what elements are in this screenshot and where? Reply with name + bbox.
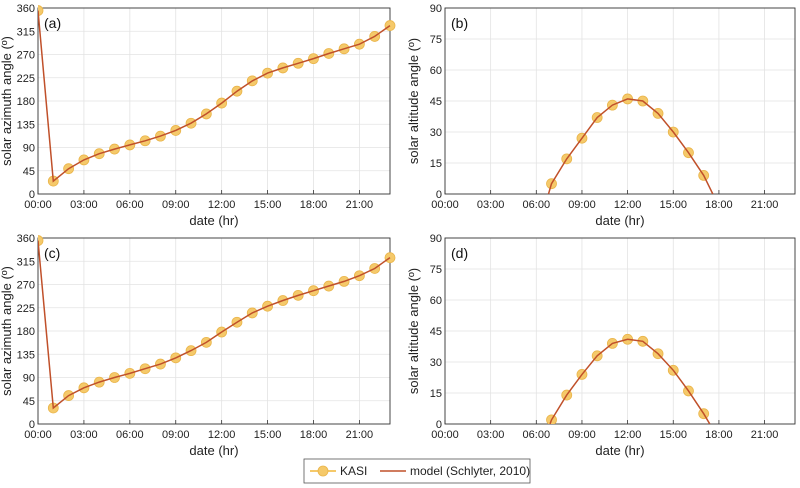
y-tick-label: 270: [17, 280, 35, 292]
chart-panel-3: 0 45 90 135 180 225 270 315 360 00:00 03:00 06:00 09…: [0, 233, 396, 458]
y-tick-label: 45: [23, 166, 35, 178]
panel-label: (d): [451, 245, 468, 261]
x-tick-label: 21:00: [751, 199, 779, 211]
y-tick-label: 0: [29, 189, 35, 201]
y-tick-label: 90: [23, 143, 35, 155]
chart-panel-2: 0 15 30 45 60 75 90 00:00 03:00 06:00 09:00 12:00 15…: [406, 3, 796, 228]
legend-model-label: model (Schlyter, 2010): [410, 464, 530, 478]
x-axis-label: date (hr): [189, 443, 238, 458]
legend: KASI model (Schlyter, 2010): [303, 458, 531, 484]
kasi-point: [384, 20, 396, 31]
y-tick-label: 225: [17, 303, 35, 315]
y-tick-label: 135: [17, 349, 35, 361]
y-tick-label: 0: [29, 419, 35, 431]
y-tick-label: 75: [430, 264, 442, 276]
legend-kasi-label: KASI: [340, 464, 367, 478]
x-tick-label: 21:00: [346, 199, 374, 211]
panel-label: (b): [451, 15, 468, 31]
x-tick-label: 15:00: [254, 429, 282, 441]
legend-box: [303, 458, 531, 484]
y-axis-label: solar altitude angle (º): [406, 38, 421, 164]
x-axis-label: date (hr): [595, 443, 644, 458]
y-tick-label: 15: [430, 388, 442, 400]
x-tick-label: 03:00: [477, 199, 505, 211]
x-tick-label: 18:00: [300, 199, 328, 211]
model-line: [38, 10, 391, 183]
x-tick-label: 03:00: [70, 429, 98, 441]
x-tick-label: 06:00: [523, 199, 551, 211]
model-line: [547, 98, 714, 194]
y-tick-label: 360: [17, 233, 35, 245]
y-tick-label: 90: [23, 373, 35, 385]
x-tick-label: 06:00: [116, 429, 144, 441]
y-tick-label: 45: [430, 96, 442, 108]
y-tick-label: 0: [436, 419, 442, 431]
x-axis-label: date (hr): [595, 213, 644, 228]
axes-frame: [444, 237, 796, 425]
y-tick-label: 45: [430, 326, 442, 338]
y-tick-label: 90: [430, 3, 442, 15]
x-tick-label: 09:00: [568, 199, 596, 211]
x-tick-label: 00:00: [24, 429, 52, 441]
x-tick-label: 21:00: [751, 429, 779, 441]
y-tick-label: 60: [430, 295, 442, 307]
y-tick-label: 180: [17, 96, 35, 108]
axes-frame: [444, 7, 796, 195]
y-tick-label: 30: [430, 127, 442, 139]
x-tick-label: 15:00: [254, 199, 282, 211]
x-tick-label: 00:00: [431, 199, 459, 211]
axes-frame: [37, 7, 391, 195]
y-tick-label: 15: [430, 158, 442, 170]
y-tick-label: 315: [17, 256, 35, 268]
x-tick-label: 12:00: [208, 429, 236, 441]
y-axis-label: solar azimuth angle (º): [0, 36, 14, 166]
axes-frame: [37, 237, 391, 425]
legend-kasi-marker: [317, 465, 329, 477]
model-line: [38, 240, 391, 410]
x-tick-label: 12:00: [614, 429, 642, 441]
x-tick-label: 15:00: [659, 429, 687, 441]
kasi-point: [38, 5, 44, 16]
y-tick-label: 270: [17, 50, 35, 62]
y-tick-label: 60: [430, 65, 442, 77]
chart-panel-4: 0 15 30 45 60 75 90 00:00 03:00 06:00 09:00 12:00 15…: [406, 233, 796, 458]
y-tick-label: 75: [430, 34, 442, 46]
x-tick-label: 06:00: [116, 199, 144, 211]
y-tick-label: 225: [17, 73, 35, 85]
y-tick-label: 180: [17, 326, 35, 338]
x-tick-label: 21:00: [346, 429, 374, 441]
x-axis-label: date (hr): [189, 213, 238, 228]
y-tick-label: 90: [430, 233, 442, 245]
x-tick-label: 12:00: [614, 199, 642, 211]
x-tick-label: 03:00: [477, 429, 505, 441]
y-tick-label: 315: [17, 26, 35, 38]
x-tick-label: 09:00: [162, 199, 190, 211]
x-tick-label: 09:00: [162, 429, 190, 441]
x-tick-label: 03:00: [70, 199, 98, 211]
x-tick-label: 06:00: [523, 429, 551, 441]
x-tick-label: 00:00: [24, 199, 52, 211]
x-tick-label: 09:00: [568, 429, 596, 441]
model-line: [549, 338, 711, 424]
kasi-point: [38, 235, 44, 246]
x-tick-label: 18:00: [705, 199, 733, 211]
y-tick-label: 30: [430, 357, 442, 369]
panel-label: (a): [44, 15, 61, 31]
y-axis-label: solar altitude angle (º): [406, 268, 421, 394]
chart-panel-1: 0 45 90 135 180 225 270 315 360 00:00 03:00 06:00 09…: [0, 3, 396, 228]
panel-label: (c): [44, 245, 60, 261]
y-tick-label: 45: [23, 396, 35, 408]
y-axis-label: solar azimuth angle (º): [0, 266, 14, 396]
y-tick-label: 135: [17, 119, 35, 131]
x-tick-label: 18:00: [300, 429, 328, 441]
y-tick-label: 360: [17, 3, 35, 15]
y-tick-label: 0: [436, 189, 442, 201]
x-tick-label: 15:00: [659, 199, 687, 211]
x-tick-label: 18:00: [705, 429, 733, 441]
x-tick-label: 12:00: [208, 199, 236, 211]
x-tick-label: 00:00: [431, 429, 459, 441]
